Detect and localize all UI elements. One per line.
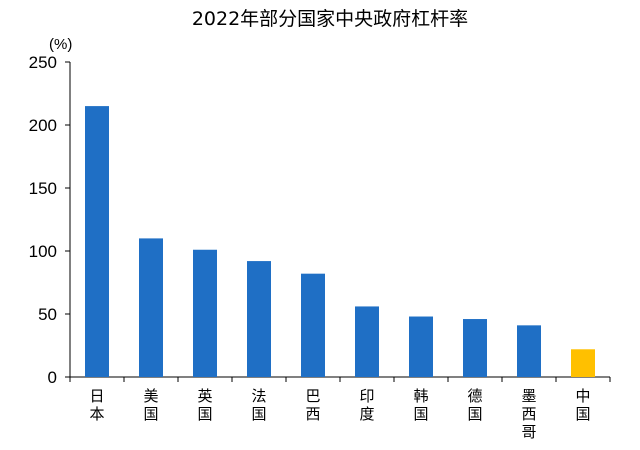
category-label: 日本 xyxy=(89,387,104,423)
y-tick-label: 100 xyxy=(29,242,57,261)
category-label: 法国 xyxy=(251,387,266,423)
y-tick-label: 50 xyxy=(38,305,57,324)
bar xyxy=(463,319,487,377)
category-label: 美国 xyxy=(143,387,158,423)
category-labels: 日本 美国 英国 法国 巴西 印度 韩国 德国 墨西哥 中国 xyxy=(89,387,590,441)
category-label: 墨西哥 xyxy=(521,387,536,441)
y-axis-ticks: 0 50 100 150 200 250 xyxy=(29,53,70,387)
y-tick-label: 250 xyxy=(29,53,57,72)
y-axis-unit-label: (%) xyxy=(49,36,72,53)
category-label: 英国 xyxy=(197,387,212,423)
category-label: 印度 xyxy=(359,387,374,423)
category-label: 巴西 xyxy=(305,387,320,423)
bar xyxy=(355,306,379,377)
category-label: 韩国 xyxy=(413,387,428,423)
x-axis-ticks xyxy=(69,377,611,382)
bar xyxy=(193,249,217,377)
y-tick-label: 0 xyxy=(48,368,57,387)
bar xyxy=(247,261,271,377)
bar xyxy=(301,273,325,377)
bars xyxy=(85,106,595,377)
category-label: 德国 xyxy=(467,387,482,423)
y-tick-label: 150 xyxy=(29,179,57,198)
chart-title: 2022年部分国家中央政府杠杆率 xyxy=(192,8,468,30)
bar xyxy=(571,349,595,377)
category-label: 中国 xyxy=(575,387,590,423)
y-tick-label: 200 xyxy=(29,116,57,135)
bar xyxy=(517,325,541,377)
bar xyxy=(139,238,163,377)
bar xyxy=(409,316,433,377)
bar xyxy=(85,106,109,377)
